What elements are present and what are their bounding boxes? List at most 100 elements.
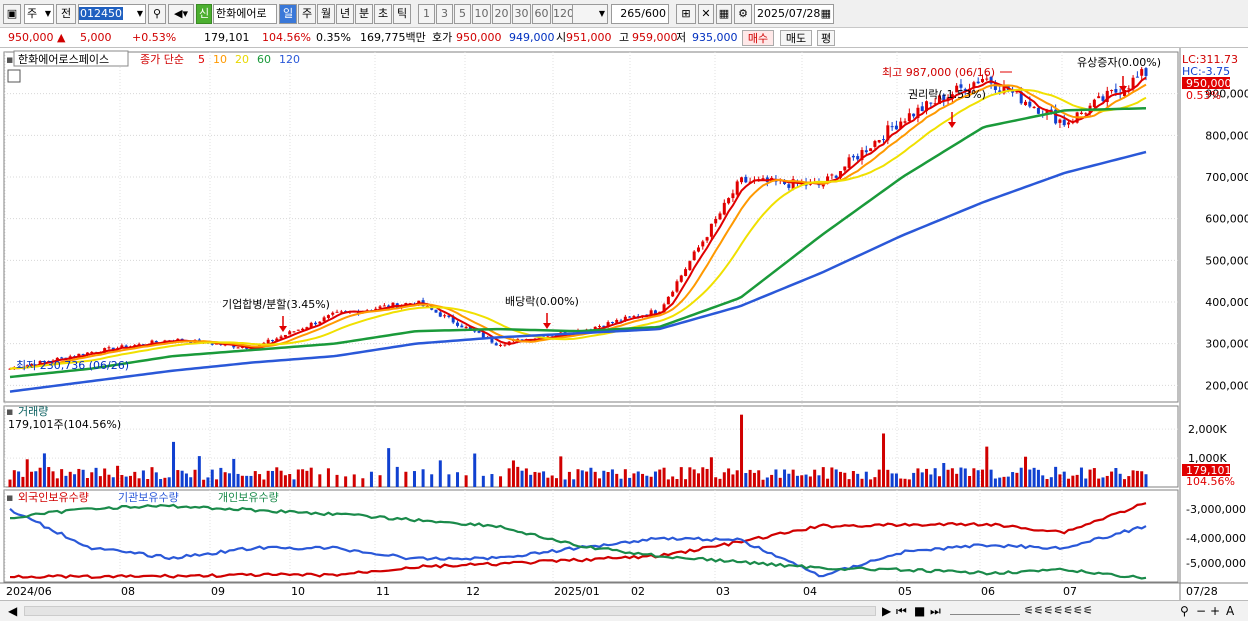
count-input[interactable]: 265/600 <box>611 4 669 24</box>
interval-button-1[interactable]: 1 <box>418 4 435 24</box>
volume-bar <box>675 479 679 487</box>
volume-bar <box>658 469 662 487</box>
zoom-out-icon[interactable]: − <box>1196 604 1207 618</box>
period-tab-3[interactable]: 년 <box>336 4 354 24</box>
gear-icon[interactable]: ⚙ <box>734 4 752 24</box>
candle-body <box>322 317 326 322</box>
code-input[interactable]: 012450 ▼ <box>78 4 146 24</box>
scroll-right-icon[interactable]: ▶ <box>882 604 892 618</box>
x-tick-label: 2025/01 <box>554 585 600 598</box>
candle-body <box>598 326 602 328</box>
interval-button-10[interactable]: 10 <box>472 4 491 24</box>
stock-chart[interactable]: 900,000 800,000 700,000 600,000 500,000 400,0… <box>0 48 1248 600</box>
stop-icon[interactable]: ■ <box>914 604 926 618</box>
search-icon[interactable]: ⚲ <box>148 4 166 24</box>
volume-bar <box>253 471 257 487</box>
candle-body <box>1140 69 1144 76</box>
candle-body <box>1079 112 1083 114</box>
volume-bar <box>103 468 107 487</box>
candle-body <box>959 84 963 88</box>
candle-body <box>679 275 683 282</box>
volume-bar <box>589 467 593 487</box>
candle-body <box>894 125 898 130</box>
period-tab-6[interactable]: 틱 <box>393 4 411 24</box>
candle-body <box>718 213 722 220</box>
end-icon[interactable]: ⏭ <box>930 604 941 618</box>
volume-bar <box>554 478 558 487</box>
period-tab-2[interactable]: 월 <box>317 4 335 24</box>
zoom-slider[interactable] <box>950 607 1020 615</box>
interval-button-60[interactable]: 60 <box>532 4 551 24</box>
volume-bar <box>666 479 670 487</box>
candle-body <box>843 166 847 171</box>
buy-button[interactable]: 매수 <box>742 30 774 46</box>
draw-tools-icon[interactable]: ⚟⚟⚟⚟⚟⚟⚟ <box>1024 604 1094 617</box>
candle-body <box>886 125 890 141</box>
candle-body <box>296 329 300 331</box>
interval-button-5[interactable]: 5 <box>454 4 471 24</box>
volume-bar <box>245 475 249 487</box>
zoom-in-icon[interactable]: + <box>1210 604 1221 618</box>
volume-bar <box>520 470 524 487</box>
speaker-icon[interactable]: ◀▾ <box>168 4 194 24</box>
period-tab-5[interactable]: 초 <box>374 4 392 24</box>
rewind-icon[interactable]: ⏮ <box>896 604 907 618</box>
period-type-select[interactable]: 주 ▼ <box>24 4 54 24</box>
volume-bar <box>64 475 68 487</box>
volume-bar <box>645 475 649 487</box>
volume-bar <box>989 469 993 487</box>
volume-bar <box>38 467 42 487</box>
volume-bar <box>1135 470 1139 487</box>
crosshair-icon[interactable]: ✕ <box>698 4 714 24</box>
holding-red-line <box>9 502 1147 580</box>
y-tick-label: 300,000 <box>1205 338 1248 351</box>
candle-body <box>309 322 313 328</box>
date-input[interactable]: 2025/07/28 ▦ <box>754 4 834 24</box>
legend-ma-20: 20 <box>235 53 249 66</box>
volume-bar <box>757 470 761 487</box>
scrollbar[interactable] <box>24 606 876 616</box>
y-tick-label: 200,000 <box>1205 379 1248 392</box>
volume-bar <box>266 470 270 487</box>
volume-bar <box>537 472 541 487</box>
interval-button-30[interactable]: 30 <box>512 4 531 24</box>
sell-button[interactable]: 매도 <box>780 30 812 46</box>
y-tick-label: 800,000 <box>1205 129 1248 142</box>
holding-green-line <box>9 503 1147 580</box>
volume-bar <box>1011 472 1015 487</box>
interval-dropdown[interactable]: ▼ <box>572 4 608 24</box>
volume-bar <box>421 469 425 487</box>
event-arrow-head <box>279 326 287 332</box>
annotation-5: 최저 230,736 (06/26) <box>16 359 129 372</box>
period-tab-1[interactable]: 주 <box>298 4 316 24</box>
volume-bar <box>249 475 253 487</box>
settings-grid-icon[interactable]: ⊞ <box>676 4 696 24</box>
interval-button-3[interactable]: 3 <box>436 4 453 24</box>
lc-label: LC:311.73 <box>1182 53 1238 66</box>
window-icon[interactable]: ▣ <box>3 4 21 24</box>
zoom-icon[interactable]: ⚲ <box>1180 604 1189 618</box>
auto-icon[interactable]: A <box>1226 604 1235 618</box>
volume-bar <box>524 468 528 487</box>
volume-bar <box>567 471 571 487</box>
volume-current: 179,101주(104.56%) <box>8 418 121 431</box>
all-button[interactable]: 전 <box>56 4 76 24</box>
volume-bar <box>920 472 924 487</box>
volume-bar <box>709 457 713 487</box>
interval-button-120[interactable]: 120 <box>552 4 574 24</box>
period-tab-0[interactable]: 일 <box>279 4 297 24</box>
vol-ratio-tag: 104.56% <box>1186 475 1235 488</box>
period-tab-4[interactable]: 분 <box>355 4 373 24</box>
volume-bar <box>946 469 950 487</box>
candle-body <box>869 148 873 152</box>
candle-body <box>30 364 34 366</box>
volume-bar <box>167 477 171 487</box>
volume-bar <box>42 453 46 487</box>
volume-bar <box>692 469 696 487</box>
volume-bar <box>387 448 391 487</box>
save-icon[interactable]: ▦ <box>716 4 732 24</box>
eval-button[interactable]: 평 <box>817 30 835 46</box>
interval-button-20[interactable]: 20 <box>492 4 511 24</box>
scroll-left-icon[interactable]: ◀ <box>8 604 18 618</box>
volume-bar <box>533 471 537 487</box>
